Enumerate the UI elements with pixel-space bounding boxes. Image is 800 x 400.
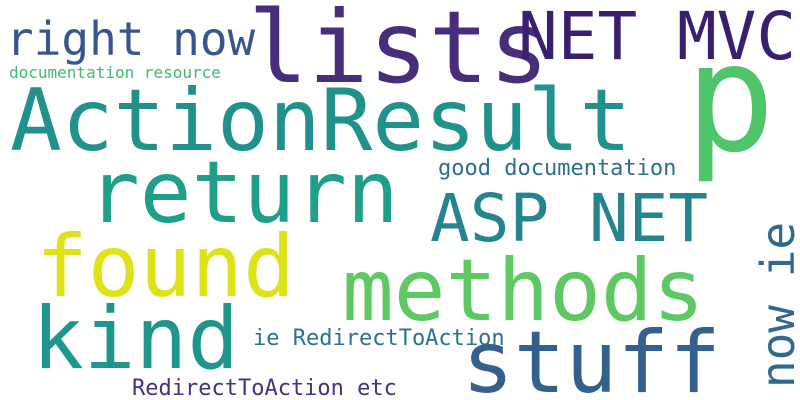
word-documentation-resource: documentation resource (9, 63, 221, 82)
word-methods: methods (342, 241, 705, 341)
word-net-mvc: NET MVC (518, 0, 797, 75)
word-good-documentation: good documentation (438, 156, 677, 181)
word-found: found (36, 217, 295, 317)
word-p: p (685, 12, 776, 186)
word-return: return (88, 143, 399, 243)
word-ie-redirecttoaction: ie RedirectToAction (253, 326, 505, 351)
word-stuff: stuff (462, 313, 721, 400)
word-asp-net: ASP NET (430, 180, 709, 257)
word-kind: kind (32, 289, 240, 389)
word-right-now: right now (6, 12, 256, 66)
word-actionresult: ActionResult (10, 71, 632, 171)
word-redirecttoaction-etc: RedirectToAction etc (132, 376, 397, 400)
word-lists: lists (248, 0, 550, 106)
word-now-ie: now ie (751, 221, 800, 389)
